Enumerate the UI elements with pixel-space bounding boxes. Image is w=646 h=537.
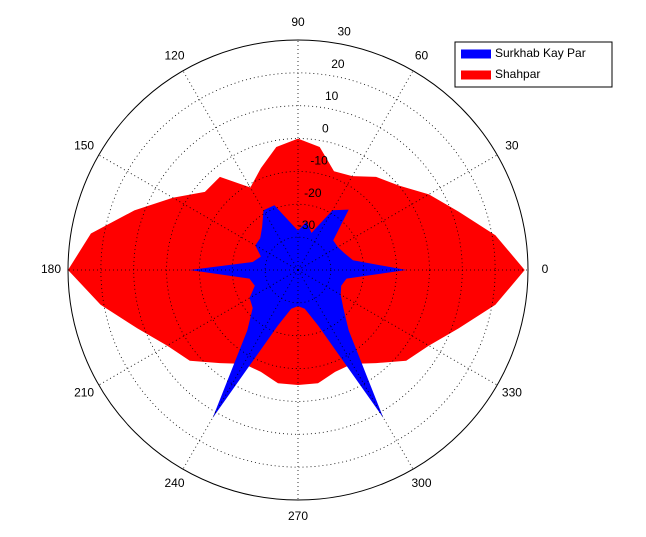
legend-label: Surkhab Kay Par (495, 46, 586, 60)
theta-tick-label: 180 (41, 262, 61, 276)
r-tick-label: -20 (304, 186, 322, 200)
theta-tick-label: 0 (542, 262, 549, 276)
theta-tick-label: 300 (411, 476, 431, 490)
polar-frame (67, 39, 529, 501)
grid-circle (231, 203, 365, 337)
theta-tick-label: 60 (415, 48, 429, 62)
r-tick-label: 20 (331, 57, 345, 71)
legend: Surkhab Kay Par Shahpar (454, 41, 613, 88)
r-tick-label: 0 (322, 121, 329, 135)
theta-tick-label: 150 (74, 139, 94, 153)
theta-tick-label: 210 (74, 386, 94, 400)
theta-tick-label: 270 (288, 509, 308, 523)
theta-tick-label: 30 (505, 139, 519, 153)
legend-label: Shahpar (495, 67, 540, 81)
theta-tick-label: 120 (164, 48, 184, 62)
theta-tick-label: 90 (291, 15, 305, 29)
theta-tick-label: 330 (502, 386, 522, 400)
theta-tick-label: 240 (164, 476, 184, 490)
grid-circle (100, 72, 496, 468)
r-tick-label: 30 (337, 25, 351, 39)
series-area (189, 205, 407, 418)
r-tick-label: 10 (325, 89, 339, 103)
grid-circle (199, 171, 397, 369)
r-tick-label: -10 (310, 154, 328, 168)
grid-circle (166, 138, 430, 402)
r-tick-label: -30 (298, 218, 316, 232)
